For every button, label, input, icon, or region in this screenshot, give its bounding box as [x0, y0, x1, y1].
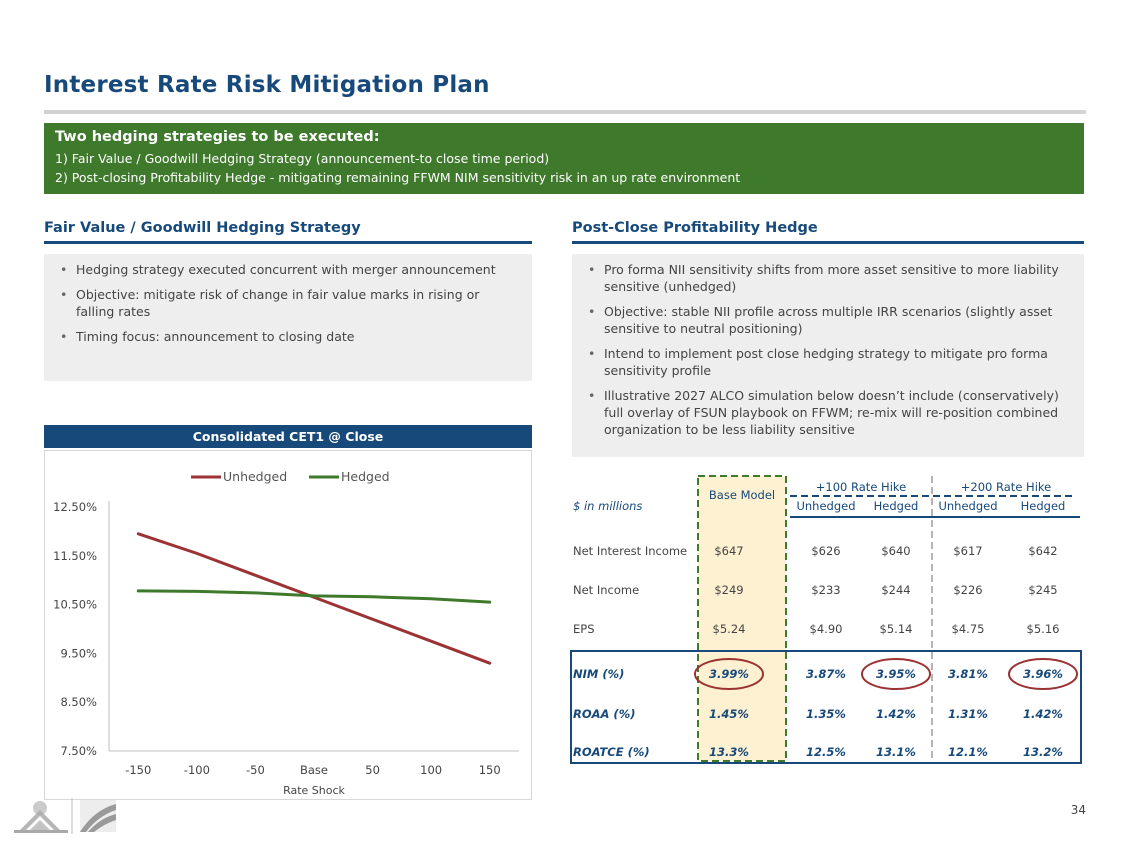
cell-value: 3.87% — [806, 667, 846, 681]
cell-value: $5.24 — [713, 622, 746, 636]
cell-value: 3.95% — [876, 667, 916, 681]
ratio-rows-outline — [570, 650, 1082, 764]
nim-highlight-circle — [1008, 658, 1078, 690]
cell-value: $245 — [1028, 583, 1057, 597]
cell-value: $642 — [1028, 544, 1057, 558]
cell-value: 1.31% — [948, 707, 988, 721]
cell-value: 13.2% — [1023, 745, 1063, 759]
cell-value: $5.14 — [880, 622, 913, 636]
cell-value: $626 — [811, 544, 840, 558]
profitability-hedge-bullets: Pro forma NII sensitivity shifts from mo… — [572, 254, 1084, 457]
cell-value: 12.5% — [806, 745, 846, 759]
x-tick-label: -50 — [246, 763, 265, 777]
row-label: Net Income — [573, 583, 639, 597]
profitability-bullet: Objective: stable NII profile across mul… — [586, 303, 1070, 337]
sub-header: Hedged — [1021, 499, 1066, 513]
row-label: ROATCE (%) — [573, 745, 650, 759]
nim-highlight-circle — [694, 658, 764, 690]
sub-header: Unhedged — [938, 499, 997, 513]
fair-value-bullet: Timing focus: announcement to closing da… — [58, 328, 518, 345]
fair-value-bullets: Hedging strategy executed concurrent wit… — [44, 254, 532, 381]
sub-header: Hedged — [874, 499, 919, 513]
y-tick-label: 12.50% — [53, 500, 97, 514]
cell-value: 1.45% — [709, 707, 749, 721]
page-number: 34 — [1070, 803, 1086, 817]
fair-value-heading: Fair Value / Goodwill Hedging Strategy — [44, 220, 361, 236]
company-logos — [10, 796, 120, 840]
x-tick-label: Base — [300, 763, 328, 777]
cet1-chart-header: Consolidated CET1 @ Close — [44, 425, 532, 448]
cell-value: 3.81% — [948, 667, 988, 681]
y-tick-label: 11.50% — [53, 549, 97, 563]
fair-value-heading-rule — [44, 241, 532, 244]
banner-line-1: 1) Fair Value / Goodwill Hedging Strateg… — [55, 151, 550, 166]
cet1-chart: 7.50% 8.50% 9.50% 10.50% 11.50% 12.50% -150 -10… — [44, 450, 532, 800]
cell-value: 3.96% — [1023, 667, 1063, 681]
profitability-bullet: Pro forma NII sensitivity shifts from mo… — [586, 261, 1070, 295]
cell-value: $647 — [714, 544, 743, 558]
profitability-bullet: Illustrative 2027 ALCO simulation below … — [586, 387, 1070, 438]
x-tick-label: 50 — [365, 763, 380, 777]
logo-graphic — [14, 798, 116, 834]
cell-value: $5.16 — [1027, 622, 1060, 636]
base-model-highlight — [698, 476, 786, 761]
y-tick-label: 8.50% — [60, 695, 97, 709]
series-line-hedged — [136, 589, 492, 604]
cell-value: 1.42% — [1023, 707, 1063, 721]
group-header: +100 Rate Hike — [816, 480, 906, 494]
cell-value: $226 — [953, 583, 982, 597]
cell-value: $4.75 — [952, 622, 985, 636]
cell-value: 12.1% — [948, 745, 988, 759]
x-tick-label: -150 — [125, 763, 151, 777]
profitability-hedge-heading: Post-Close Profitability Hedge — [572, 220, 818, 236]
row-label: Net Interest Income — [573, 544, 687, 558]
x-tick-label: 150 — [479, 763, 501, 777]
nim-highlight-circle — [861, 658, 931, 690]
y-tick-label: 10.50% — [53, 598, 97, 612]
alco-table-svg: Base Model +100 Rate Hike +200 Rate Hike Un… — [570, 475, 1082, 764]
cet1-chart-svg: 7.50% 8.50% 9.50% 10.50% 11.50% 12.50% -150 -10… — [53, 469, 519, 797]
cell-value: 13.1% — [876, 745, 916, 759]
base-model-dashed-border — [697, 475, 787, 762]
row-label: NIM (%) — [573, 667, 624, 681]
base-model-header: Base Model — [709, 488, 775, 502]
cell-value: $4.90 — [810, 622, 843, 636]
y-tick-label: 9.50% — [60, 646, 97, 660]
profitability-bullet: Intend to implement post close hedging s… — [586, 345, 1070, 379]
row-label: ROAA (%) — [573, 707, 635, 721]
cell-value: $233 — [811, 583, 840, 597]
cell-value: 1.35% — [806, 707, 846, 721]
strategy-banner: Two hedging strategies to be executed: 1… — [44, 123, 1084, 194]
fair-value-bullet: Objective: mitigate risk of change in fa… — [58, 286, 518, 320]
cell-value: $617 — [953, 544, 982, 558]
fair-value-bullet: Hedging strategy executed concurrent wit… — [58, 261, 518, 278]
cell-value: $244 — [881, 583, 910, 597]
legend-label: Hedged — [341, 469, 390, 484]
cell-value: $249 — [714, 583, 743, 597]
title-divider — [44, 110, 1086, 114]
banner-heading: Two hedging strategies to be executed: — [55, 129, 380, 145]
x-tick-label: -100 — [184, 763, 210, 777]
alco-simulation-table: Base Model +100 Rate Hike +200 Rate Hike Un… — [560, 470, 1086, 770]
cell-value: 1.42% — [876, 707, 916, 721]
cell-value: 3.99% — [709, 667, 749, 681]
units-label: $ in millions — [573, 499, 642, 513]
y-tick-label: 7.50% — [60, 744, 97, 758]
cell-value: $640 — [881, 544, 910, 558]
legend-label: Unhedged — [223, 469, 287, 484]
x-axis-label: Rate Shock — [283, 784, 345, 797]
page-title: Interest Rate Risk Mitigation Plan — [44, 72, 490, 98]
sub-header: Unhedged — [796, 499, 855, 513]
profitability-hedge-heading-rule — [572, 241, 1084, 244]
cell-value: 13.3% — [709, 745, 749, 759]
x-tick-label: 100 — [420, 763, 442, 777]
row-label: EPS — [573, 622, 595, 636]
group-header: +200 Rate Hike — [961, 480, 1051, 494]
banner-line-2: 2) Post-closing Profitability Hedge - mi… — [55, 170, 741, 185]
